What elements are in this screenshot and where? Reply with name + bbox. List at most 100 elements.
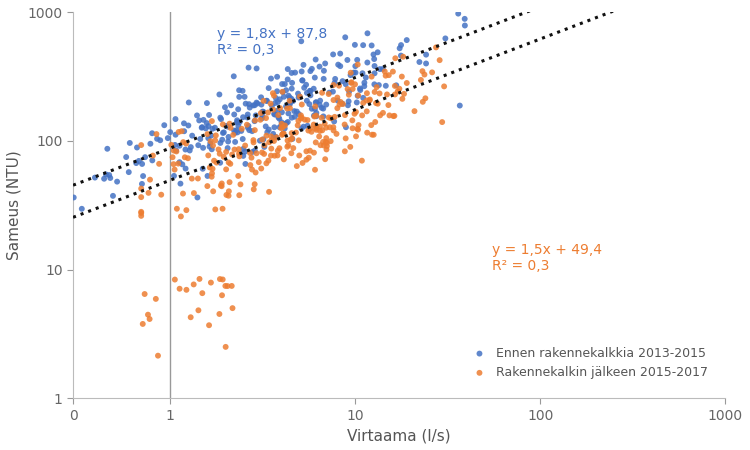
Rakennekalkin jälkeen 2015-2017	[302, 127, 314, 134]
Ennen rakennekalkkia 2013-2015	[318, 67, 330, 74]
Rakennekalkin jälkeen 2015-2017	[155, 191, 167, 198]
Rakennekalkin jälkeen 2015-2017	[438, 83, 450, 90]
Ennen rakennekalkkia 2013-2015	[373, 81, 385, 89]
Ennen rakennekalkkia 2013-2015	[262, 126, 274, 133]
Ennen rakennekalkkia 2013-2015	[301, 97, 313, 104]
Rakennekalkin jälkeen 2015-2017	[177, 190, 189, 197]
Rakennekalkin jälkeen 2015-2017	[208, 157, 220, 164]
Point	[196, 289, 208, 297]
Ennen rakennekalkkia 2013-2015	[340, 81, 352, 88]
Rakennekalkin jälkeen 2015-2017	[268, 92, 280, 99]
Rakennekalkin jälkeen 2015-2017	[201, 183, 213, 190]
Rakennekalkin jälkeen 2015-2017	[350, 133, 362, 140]
Ennen rakennekalkkia 2013-2015	[300, 81, 312, 88]
Rakennekalkin jälkeen 2015-2017	[277, 124, 289, 131]
Rakennekalkin jälkeen 2015-2017	[333, 82, 345, 89]
Ennen rakennekalkkia 2013-2015	[131, 144, 143, 151]
Rakennekalkin jälkeen 2015-2017	[296, 159, 308, 166]
Rakennekalkin jälkeen 2015-2017	[389, 91, 401, 98]
Ennen rakennekalkkia 2013-2015	[222, 123, 234, 130]
Rakennekalkin jälkeen 2015-2017	[266, 145, 278, 152]
Rakennekalkin jälkeen 2015-2017	[167, 161, 179, 168]
Ennen rakennekalkkia 2013-2015	[352, 92, 364, 99]
Ennen rakennekalkkia 2013-2015	[268, 110, 280, 117]
Point	[181, 286, 193, 293]
Rakennekalkin jälkeen 2015-2017	[328, 127, 340, 134]
Ennen rakennekalkkia 2013-2015	[271, 73, 283, 81]
Rakennekalkin jälkeen 2015-2017	[233, 150, 245, 157]
Ennen rakennekalkkia 2013-2015	[308, 85, 320, 92]
Rakennekalkin jälkeen 2015-2017	[321, 140, 333, 147]
Rakennekalkin jälkeen 2015-2017	[227, 131, 239, 139]
Rakennekalkin jälkeen 2015-2017	[387, 68, 399, 75]
Ennen rakennekalkkia 2013-2015	[260, 123, 272, 130]
Point	[173, 285, 185, 292]
Ennen rakennekalkkia 2013-2015	[237, 152, 249, 159]
Rakennekalkin jälkeen 2015-2017	[296, 114, 307, 121]
Rakennekalkin jälkeen 2015-2017	[177, 139, 189, 146]
Ennen rakennekalkkia 2013-2015	[98, 175, 110, 182]
Ennen rakennekalkkia 2013-2015	[267, 130, 279, 137]
Point	[139, 290, 151, 297]
Ennen rakennekalkkia 2013-2015	[280, 120, 292, 127]
Ennen rakennekalkkia 2013-2015	[196, 165, 208, 172]
Ennen rakennekalkkia 2013-2015	[221, 109, 233, 116]
Ennen rakennekalkkia 2013-2015	[280, 103, 292, 110]
Ennen rakennekalkkia 2013-2015	[175, 180, 187, 187]
Ennen rakennekalkkia 2013-2015	[279, 81, 291, 88]
Rakennekalkin jälkeen 2015-2017	[377, 109, 389, 117]
Ennen rakennekalkkia 2013-2015	[339, 34, 351, 41]
Ennen rakennekalkkia 2013-2015	[214, 140, 226, 147]
Ennen rakennekalkkia 2013-2015	[244, 104, 256, 111]
Ennen rakennekalkkia 2013-2015	[284, 100, 296, 108]
Ennen rakennekalkkia 2013-2015	[282, 76, 294, 83]
Ennen rakennekalkkia 2013-2015	[302, 122, 313, 129]
Rakennekalkin jälkeen 2015-2017	[236, 125, 248, 132]
Rakennekalkin jälkeen 2015-2017	[389, 82, 401, 90]
Ennen rakennekalkkia 2013-2015	[233, 93, 245, 100]
Ennen rakennekalkkia 2013-2015	[104, 171, 116, 179]
Rakennekalkin jälkeen 2015-2017	[292, 122, 304, 129]
Rakennekalkin jälkeen 2015-2017	[370, 99, 382, 107]
Ennen rakennekalkkia 2013-2015	[332, 61, 344, 68]
Ennen rakennekalkkia 2013-2015	[310, 56, 322, 63]
Rakennekalkin jälkeen 2015-2017	[260, 132, 272, 140]
Ennen rakennekalkkia 2013-2015	[236, 87, 248, 94]
Ennen rakennekalkkia 2013-2015	[186, 132, 198, 139]
Rakennekalkin jälkeen 2015-2017	[135, 194, 147, 201]
Rakennekalkin jälkeen 2015-2017	[214, 150, 226, 158]
Rakennekalkin jälkeen 2015-2017	[356, 157, 368, 164]
Rakennekalkin jälkeen 2015-2017	[334, 98, 346, 105]
Rakennekalkin jälkeen 2015-2017	[172, 160, 184, 167]
Ennen rakennekalkkia 2013-2015	[336, 100, 348, 107]
Rakennekalkin jälkeen 2015-2017	[314, 123, 326, 130]
Rakennekalkin jälkeen 2015-2017	[396, 95, 408, 103]
Point	[214, 275, 226, 283]
Ennen rakennekalkkia 2013-2015	[334, 50, 346, 57]
Rakennekalkin jälkeen 2015-2017	[276, 131, 288, 139]
Ennen rakennekalkkia 2013-2015	[225, 102, 237, 109]
Ennen rakennekalkkia 2013-2015	[459, 15, 471, 22]
Rakennekalkin jälkeen 2015-2017	[284, 104, 296, 112]
Ennen rakennekalkkia 2013-2015	[196, 124, 208, 131]
Rakennekalkin jälkeen 2015-2017	[284, 97, 296, 104]
Rakennekalkin jälkeen 2015-2017	[419, 71, 430, 78]
Rakennekalkin jälkeen 2015-2017	[382, 72, 394, 79]
Ennen rakennekalkkia 2013-2015	[258, 143, 270, 150]
Ennen rakennekalkkia 2013-2015	[354, 86, 366, 94]
Ennen rakennekalkkia 2013-2015	[249, 102, 261, 109]
Rakennekalkin jälkeen 2015-2017	[318, 142, 330, 149]
Rakennekalkin jälkeen 2015-2017	[178, 154, 190, 161]
Rakennekalkin jälkeen 2015-2017	[356, 112, 368, 119]
Ennen rakennekalkkia 2013-2015	[261, 129, 273, 136]
Ennen rakennekalkkia 2013-2015	[232, 106, 244, 113]
Ennen rakennekalkkia 2013-2015	[203, 111, 215, 118]
Rakennekalkin jälkeen 2015-2017	[223, 188, 235, 195]
Rakennekalkin jälkeen 2015-2017	[135, 212, 147, 220]
Rakennekalkin jälkeen 2015-2017	[324, 124, 336, 131]
X-axis label: Virtaama (l/s): Virtaama (l/s)	[347, 428, 451, 443]
Rakennekalkin jälkeen 2015-2017	[417, 98, 429, 105]
Point	[188, 281, 200, 288]
Rakennekalkin jälkeen 2015-2017	[212, 146, 224, 153]
Rakennekalkin jälkeen 2015-2017	[142, 189, 154, 197]
